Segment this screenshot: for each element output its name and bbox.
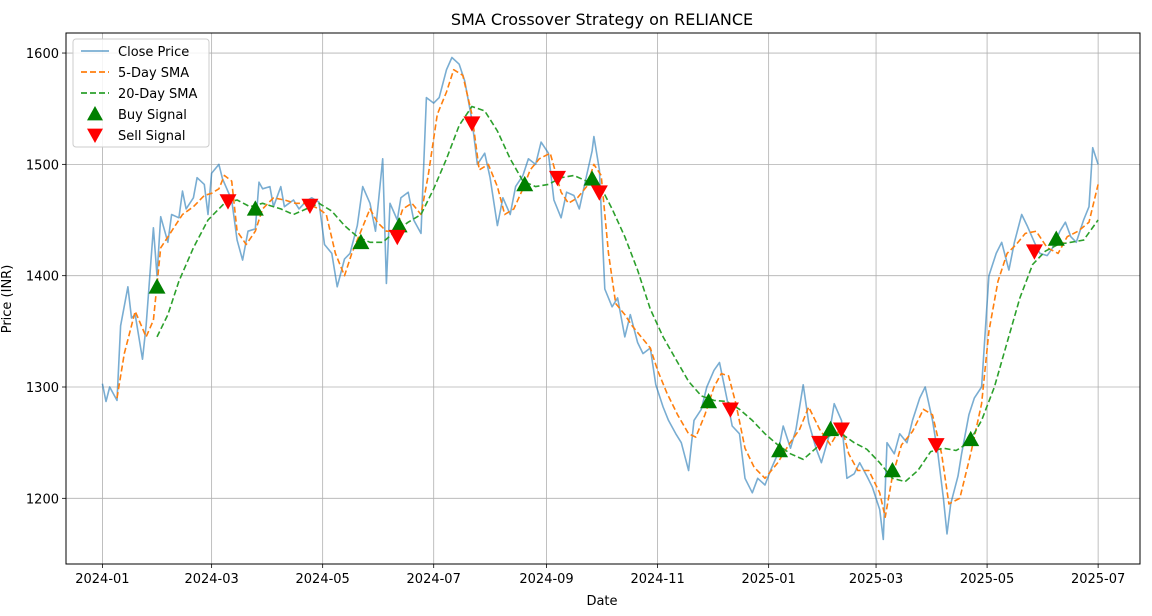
- legend-swatch: [87, 106, 103, 121]
- legend-swatch: [87, 128, 103, 143]
- sell-signal-marker: [388, 229, 406, 246]
- buy-signal-marker: [822, 420, 840, 437]
- legend-sma5: 5-Day SMA: [81, 66, 189, 81]
- legend-label: Sell Signal: [118, 129, 186, 144]
- sell-signal-marker: [548, 170, 566, 187]
- sma5-line: [116, 68, 1099, 519]
- plot-frame: [65, 32, 1141, 565]
- sell-signal-marker: [927, 438, 945, 454]
- x-tick-label: 2024-05: [296, 572, 350, 587]
- grid: [66, 33, 1140, 564]
- sell-signal-marker: [721, 402, 739, 418]
- buy-signal-marker: [962, 430, 980, 447]
- buy-signal-marker: [516, 175, 534, 192]
- axis-ticks: 2024-01 2024-03 2024-05 2024-07 2024-09 2024-…: [26, 47, 1125, 587]
- chart-title: SMA Crossover Strategy on RELIANCE: [451, 10, 753, 29]
- legend-label: Buy Signal: [118, 108, 187, 123]
- y-tick-label: 1200: [26, 492, 59, 507]
- sell-signal-marker: [463, 116, 481, 132]
- buy-signal-marker: [148, 278, 166, 294]
- legend-sma20: 20-Day SMA: [81, 87, 198, 102]
- y-tick-label: 1500: [26, 158, 59, 173]
- y-tick-label: 1300: [26, 381, 59, 396]
- y-axis-title: Price (INR): [0, 265, 15, 334]
- signal-markers: [148, 116, 1065, 478]
- buy-signal-marker: [583, 170, 601, 186]
- sell-signal-marker: [301, 198, 319, 215]
- buy-signal-marker: [246, 200, 264, 216]
- x-tick-label: 2025-05: [960, 572, 1014, 587]
- y-tick-label: 1600: [26, 47, 59, 62]
- sell-signal-marker: [219, 194, 237, 210]
- sell-signal-marker: [590, 185, 608, 201]
- buy-signal-marker: [771, 441, 789, 458]
- sma20-line: [156, 105, 1099, 483]
- buy-signal-marker: [883, 461, 901, 478]
- buy-signal-marker: [700, 392, 718, 409]
- x-tick-label: 2024-11: [630, 572, 684, 587]
- sell-signal-marker: [811, 435, 829, 452]
- x-tick-label: 2025-07: [1071, 572, 1125, 587]
- legend-label: Close Price: [118, 45, 189, 60]
- x-tick-label: 2024-07: [407, 572, 461, 587]
- legend-sell-signal: Sell Signal: [87, 128, 186, 144]
- legend-label: 20-Day SMA: [118, 87, 198, 102]
- legend-box: [72, 38, 210, 148]
- close-price-line: [101, 56, 1099, 541]
- legend-buy-signal: Buy Signal: [87, 106, 187, 123]
- series-layer: [101, 56, 1099, 541]
- buy-signal-marker: [352, 233, 370, 250]
- buy-signal-marker: [390, 217, 408, 233]
- x-tick-label: 2025-01: [741, 572, 795, 587]
- x-tick-label: 2024-03: [184, 572, 238, 587]
- legend: Close Price 5-Day SMA 20-Day SMA Buy Signal…: [72, 38, 210, 148]
- x-tick-label: 2025-03: [849, 572, 903, 587]
- x-tick-label: 2024-01: [75, 572, 129, 587]
- sell-signal-marker: [832, 422, 850, 438]
- legend-label: 5-Day SMA: [118, 66, 189, 81]
- sell-signal-marker: [1025, 244, 1043, 260]
- buy-signal-marker: [1047, 230, 1065, 246]
- x-axis-title: Date: [586, 594, 617, 609]
- y-tick-label: 1400: [26, 270, 59, 285]
- x-tick-label: 2024-09: [519, 572, 573, 587]
- legend-close-price: Close Price: [81, 45, 189, 60]
